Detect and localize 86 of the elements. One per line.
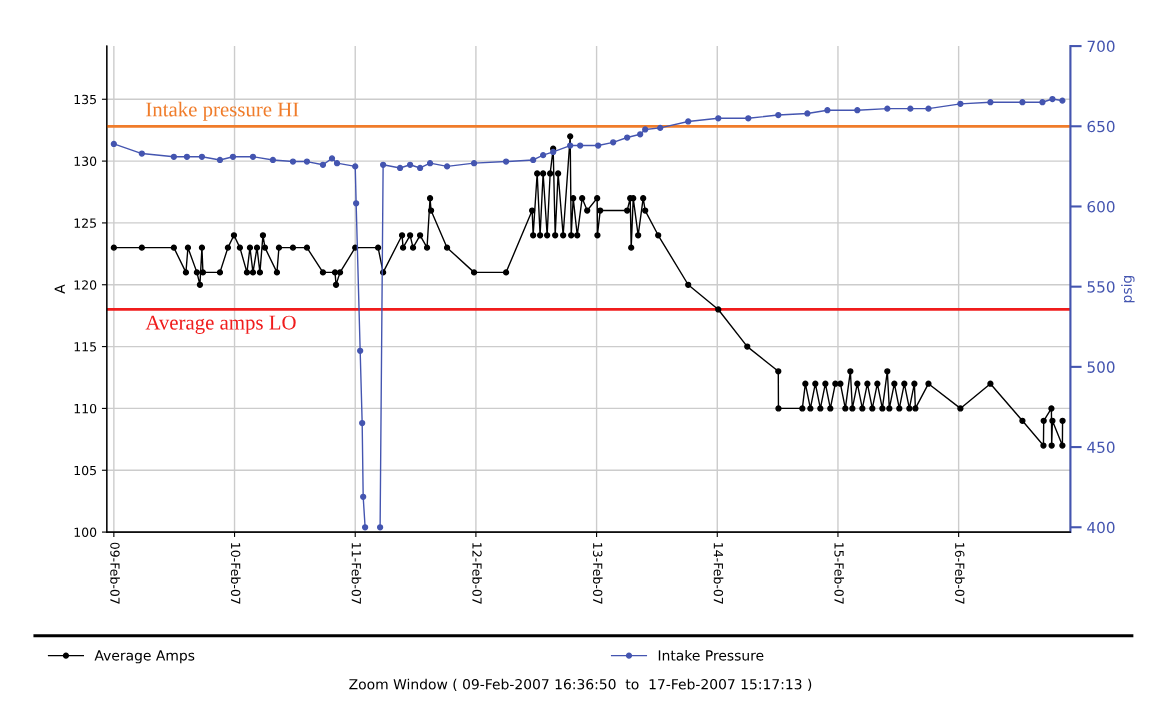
point [319, 161, 327, 168]
point [987, 99, 994, 106]
point [470, 160, 478, 167]
y-tick-label: 125 [74, 218, 96, 228]
y-tick-label: 100 [74, 527, 97, 538]
point [138, 150, 145, 157]
point [216, 156, 224, 164]
legend-label: Average Amps [94, 650, 195, 664]
point [396, 164, 404, 172]
y2-tick-label: 450 [1087, 441, 1115, 454]
y-tick-label: 115 [74, 342, 96, 352]
y-tick-label: 105 [74, 465, 96, 476]
y-tick-label: 135 [74, 94, 96, 105]
point [183, 153, 191, 160]
point [637, 131, 644, 138]
x-tick-label: 13-Feb-07 [592, 543, 603, 604]
point [380, 161, 387, 168]
point [249, 153, 257, 160]
point [406, 161, 414, 168]
y-axis-title: A [54, 284, 65, 294]
point [595, 142, 602, 149]
point [198, 153, 206, 160]
point [530, 156, 537, 164]
point [715, 115, 722, 122]
point [907, 105, 914, 112]
point [361, 524, 369, 531]
point [854, 107, 861, 114]
point [804, 110, 811, 117]
x-tick-label: 14-Feb-07 [713, 543, 724, 604]
point [577, 142, 584, 149]
y-tick-label: 110 [74, 403, 97, 414]
point [359, 419, 366, 427]
point [1059, 97, 1066, 104]
point [884, 105, 891, 112]
point [624, 134, 631, 141]
point [229, 153, 237, 160]
x-tick-label: 10-Feb-07 [230, 543, 241, 604]
point [443, 163, 451, 170]
point [824, 107, 831, 114]
x-tick-label: 11-Feb-07 [351, 543, 362, 604]
y2-axis-title: psig [1121, 275, 1135, 303]
y-tick-label: 130 [74, 156, 97, 167]
point [269, 156, 277, 164]
ref-line-label: Average amps LO [145, 315, 296, 334]
y2-tick-label: 400 [1087, 521, 1115, 534]
point [303, 158, 311, 165]
point [357, 347, 364, 354]
y2-tick-label: 700 [1087, 40, 1115, 53]
x-tick-label: 15-Feb-07 [834, 543, 845, 604]
point [416, 164, 424, 172]
y-tick-label: 120 [74, 280, 97, 290]
point [685, 118, 692, 125]
point [502, 158, 510, 165]
y2-tick-label: 600 [1087, 200, 1115, 213]
point [745, 115, 752, 122]
point [360, 493, 367, 500]
x-tick-label: 16-Feb-07 [955, 543, 965, 604]
point [1049, 95, 1056, 103]
point [426, 160, 434, 167]
y2-tick-label: 500 [1087, 361, 1115, 373]
point [376, 524, 384, 531]
point [353, 200, 360, 207]
point [170, 153, 177, 160]
y2-tick-label: 650 [1087, 120, 1115, 133]
point [550, 148, 557, 156]
point [775, 111, 782, 119]
point [642, 126, 649, 133]
point [610, 139, 617, 146]
legend-label: Intake Pressure [658, 649, 764, 661]
point [657, 124, 664, 132]
text: Zoom Window ( 09-Feb-2007 16:36:50 to 17-Feb-2007 15:17:13 ) [349, 678, 812, 692]
point [1019, 99, 1026, 106]
x-tick-label: 12-Feb-07 [472, 543, 482, 604]
ref-line-label: Intake pressure HI [146, 101, 299, 121]
point [539, 152, 547, 159]
point [567, 142, 574, 149]
y2-tick-label: 550 [1087, 281, 1115, 293]
point [333, 160, 341, 167]
x-tick-label: 09-Feb-07 [110, 542, 120, 604]
point [1039, 99, 1046, 106]
point [352, 163, 359, 170]
point [957, 100, 964, 107]
point [110, 140, 117, 148]
point [925, 105, 932, 112]
point [289, 158, 297, 165]
point [328, 155, 336, 162]
